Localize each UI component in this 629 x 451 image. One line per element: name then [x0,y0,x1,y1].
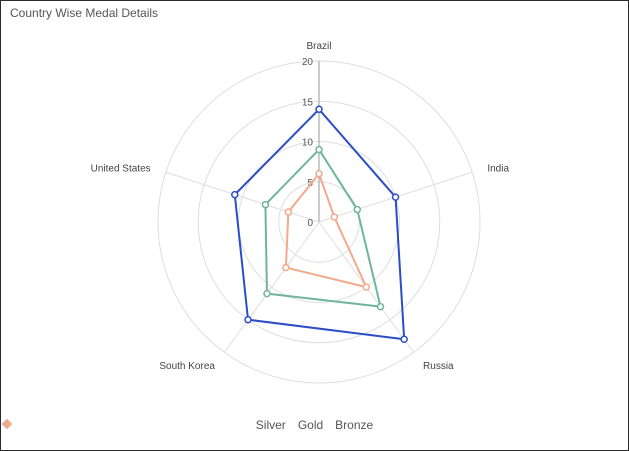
legend-item[interactable]: Bronze [2,418,374,432]
series-line [284,172,368,289]
data-point [244,315,252,324]
spoke-line [223,221,320,353]
radial-tick-label: 10 [302,138,314,149]
data-point [400,335,408,343]
data-point [315,105,323,114]
legend-label: Gold [297,418,324,432]
radial-tick-label: 20 [302,57,314,68]
chart-legend: Silver Gold Bronze [1,418,628,432]
radial-tick-label: 0 [307,218,313,229]
data-point [391,193,400,201]
spoke-line [165,171,320,223]
legend-item[interactable]: Silver [2,418,286,432]
category-label: United States [91,163,151,174]
data-point [261,200,270,209]
legend-label: Silver [255,418,286,432]
category-label: Russia [423,361,454,372]
data-point [315,145,323,154]
series-line [233,108,406,341]
chart-title: Country Wise Medal Details [10,6,159,20]
data-point [376,302,385,311]
data-point [330,213,339,221]
category-label: India [487,163,509,174]
radial-tick-label: 15 [302,97,314,108]
data-point [231,190,239,199]
legend-item[interactable]: Gold [2,418,324,432]
data-point [282,263,290,272]
legend-marker-icon [2,419,12,429]
data-point [315,169,323,178]
category-label: South Korea [159,361,215,372]
legend-label: Bronze [335,418,374,432]
series-line [264,148,382,308]
data-point [353,205,362,214]
data-point [284,208,293,216]
category-label: Brazil [306,41,331,52]
data-point [263,289,271,298]
data-point [362,283,371,291]
